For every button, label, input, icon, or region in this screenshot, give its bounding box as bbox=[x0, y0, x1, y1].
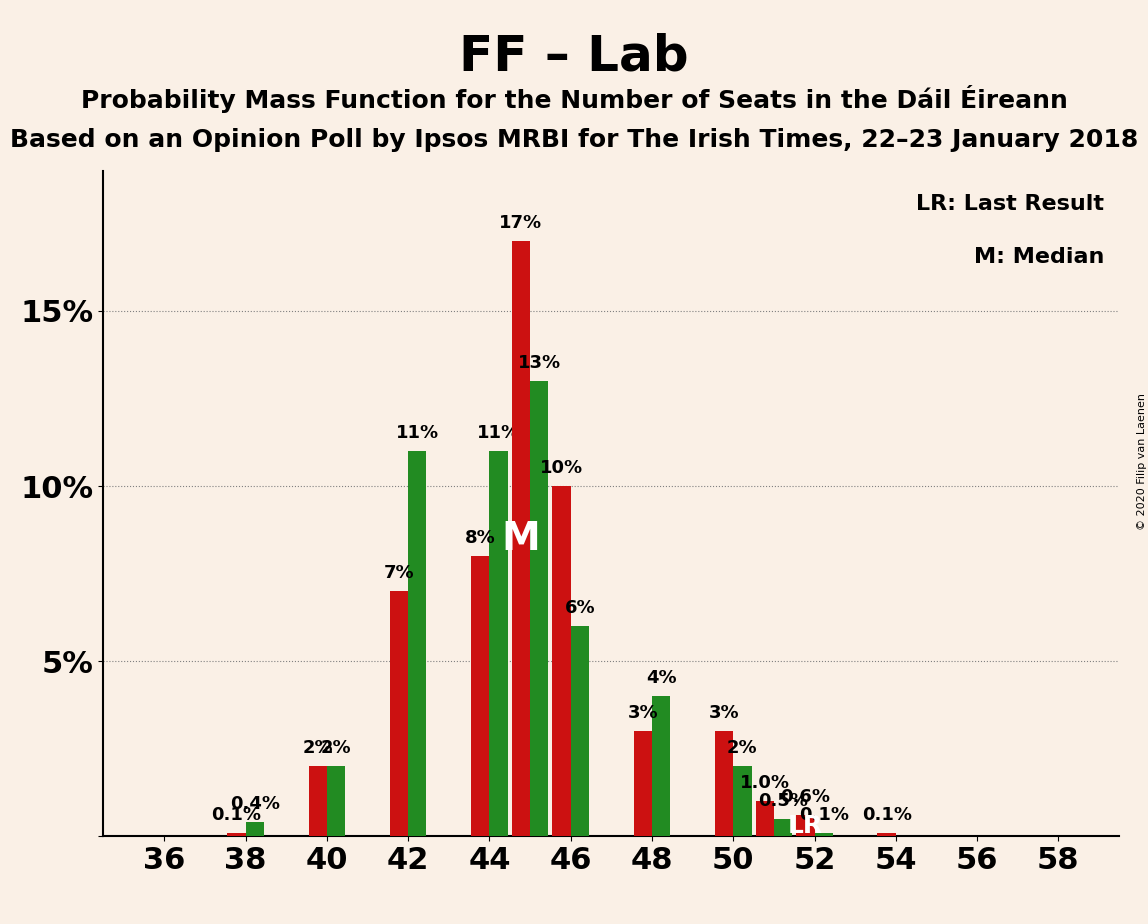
Bar bbox=[755, 801, 774, 836]
Text: FF – Lab: FF – Lab bbox=[459, 32, 689, 80]
Text: 8%: 8% bbox=[465, 529, 496, 547]
Text: 0.1%: 0.1% bbox=[862, 806, 912, 824]
Text: 2%: 2% bbox=[727, 739, 758, 758]
Text: 3%: 3% bbox=[708, 704, 739, 723]
Text: 2%: 2% bbox=[302, 739, 333, 758]
Bar bbox=[530, 381, 549, 836]
Text: 0.4%: 0.4% bbox=[230, 796, 280, 813]
Bar bbox=[734, 766, 752, 836]
Text: 11%: 11% bbox=[476, 424, 520, 443]
Text: 1.0%: 1.0% bbox=[739, 774, 790, 793]
Bar bbox=[309, 766, 327, 836]
Text: 0.1%: 0.1% bbox=[799, 806, 848, 824]
Text: 0.5%: 0.5% bbox=[758, 792, 808, 810]
Bar bbox=[774, 819, 792, 836]
Bar bbox=[815, 833, 832, 836]
Bar bbox=[471, 556, 489, 836]
Text: LR: LR bbox=[788, 814, 823, 838]
Text: 0.1%: 0.1% bbox=[211, 806, 262, 824]
Text: 4%: 4% bbox=[646, 669, 676, 687]
Text: Based on an Opinion Poll by Ipsos MRBI for The Irish Times, 22–23 January 2018: Based on an Opinion Poll by Ipsos MRBI f… bbox=[10, 128, 1138, 152]
Text: 13%: 13% bbox=[518, 354, 560, 372]
Text: 17%: 17% bbox=[499, 214, 543, 232]
Bar bbox=[246, 822, 264, 836]
Text: 0.6%: 0.6% bbox=[781, 788, 830, 807]
Text: LR: Last Result: LR: Last Result bbox=[916, 194, 1104, 214]
Text: Probability Mass Function for the Number of Seats in the Dáil Éireann: Probability Mass Function for the Number… bbox=[80, 85, 1068, 113]
Bar bbox=[571, 626, 589, 836]
Bar bbox=[715, 731, 734, 836]
Text: M: M bbox=[502, 519, 541, 557]
Bar bbox=[227, 833, 246, 836]
Bar bbox=[552, 486, 571, 836]
Text: 7%: 7% bbox=[383, 565, 414, 582]
Text: 11%: 11% bbox=[396, 424, 439, 443]
Text: © 2020 Filip van Laenen: © 2020 Filip van Laenen bbox=[1137, 394, 1147, 530]
Text: 6%: 6% bbox=[565, 600, 595, 617]
Bar bbox=[409, 451, 426, 836]
Text: 2%: 2% bbox=[320, 739, 351, 758]
Text: M: Median: M: Median bbox=[974, 248, 1104, 267]
Bar bbox=[797, 815, 815, 836]
Bar bbox=[327, 766, 346, 836]
Bar bbox=[634, 731, 652, 836]
Bar bbox=[877, 833, 895, 836]
Text: 3%: 3% bbox=[628, 704, 658, 723]
Bar bbox=[512, 241, 530, 836]
Bar bbox=[390, 591, 408, 836]
Text: 10%: 10% bbox=[540, 459, 583, 478]
Bar bbox=[489, 451, 507, 836]
Bar bbox=[652, 696, 670, 836]
